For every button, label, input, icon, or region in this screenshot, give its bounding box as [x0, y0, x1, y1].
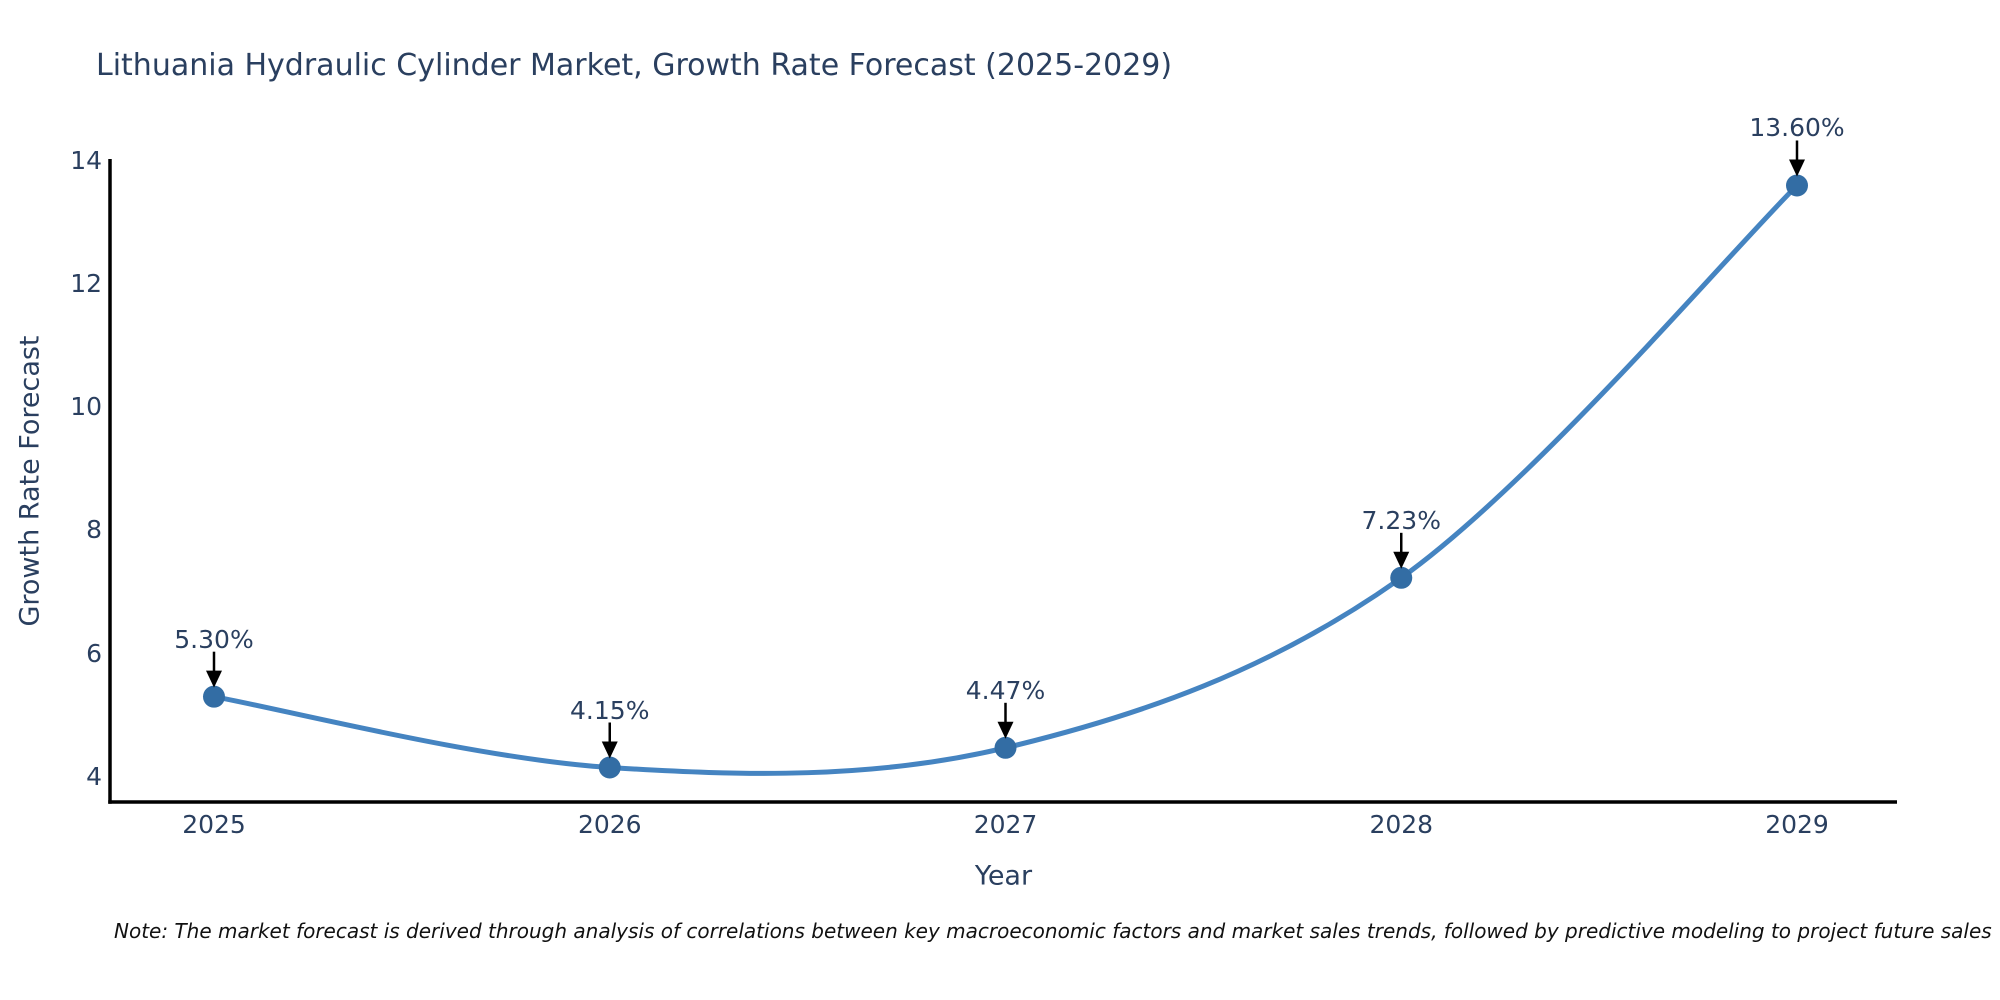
annotation-arrowhead-icon: [601, 741, 618, 759]
annotation-arrowhead-icon: [997, 721, 1014, 739]
x-tick-label: 2025: [182, 810, 246, 839]
data-point-marker[interactable]: [203, 685, 225, 708]
data-point-value-label: 7.23%: [1361, 505, 1441, 535]
chart-title: Lithuania Hydraulic Cylinder Market, Gro…: [96, 48, 1173, 83]
x-axis-title: Year: [974, 860, 1033, 892]
data-point-marker[interactable]: [1390, 566, 1413, 589]
annotation-arrowhead-icon: [1789, 159, 1805, 177]
data-point-value-label: 4.47%: [965, 675, 1046, 705]
x-tick-label: 2026: [577, 810, 642, 839]
y-tick-label: 10: [70, 392, 102, 422]
y-tick-label: 14: [70, 145, 102, 175]
data-point-value-label: 5.30%: [174, 624, 254, 654]
annotation-arrowhead-icon: [206, 670, 222, 688]
data-point-value-label: 13.60%: [1749, 113, 1845, 143]
data-point-marker[interactable]: [994, 736, 1017, 759]
x-tick-label: 2027: [973, 810, 1038, 839]
data-point-marker[interactable]: [1786, 174, 1808, 197]
data-point-value-label: 4.15%: [570, 695, 650, 725]
y-axis-title: Growth Rate Forecast: [14, 334, 46, 627]
y-tick-label: 4: [86, 761, 102, 791]
trend-line: [211, 183, 1800, 776]
y-tick-label: 8: [86, 515, 102, 545]
x-tick-label: 2028: [1369, 810, 1434, 839]
data-point-marker[interactable]: [598, 756, 621, 779]
y-tick-label: 6: [86, 638, 102, 668]
footnote: Note: The market forecast is derived thr…: [114, 919, 1992, 943]
x-tick-label: 2029: [1765, 810, 1829, 839]
y-tick-label: 12: [70, 269, 102, 299]
annotation-arrowhead-icon: [1393, 551, 1410, 569]
